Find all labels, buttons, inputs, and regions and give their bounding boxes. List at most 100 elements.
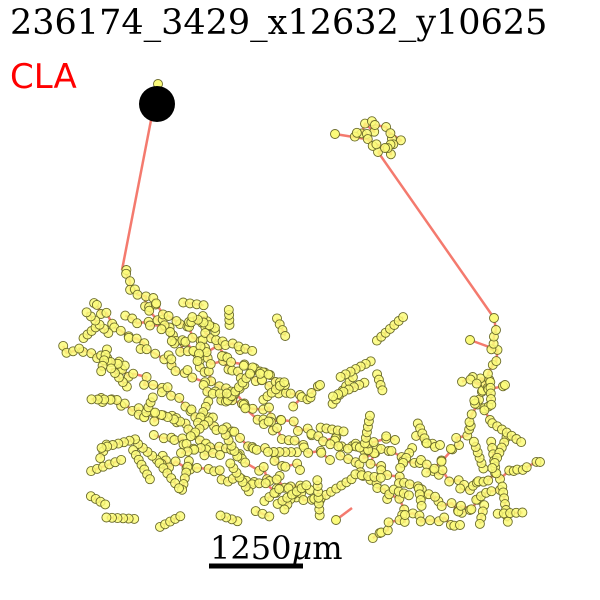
trace-node (86, 394, 97, 405)
trace-node (381, 431, 392, 442)
trace-node (288, 416, 299, 427)
trace-node (166, 390, 177, 401)
trace-node (301, 480, 312, 491)
trace-node (221, 388, 232, 399)
trace-node (502, 516, 513, 527)
trace-node (364, 410, 375, 421)
trace-node (81, 307, 92, 318)
trace-node (455, 500, 466, 511)
trace-node (469, 395, 480, 406)
trace-node (338, 426, 349, 437)
trace-node (303, 447, 314, 458)
trace-node (386, 445, 397, 456)
trace-node (148, 430, 159, 440)
trace-node (335, 371, 346, 382)
trace-node (151, 298, 162, 309)
trace-node (315, 380, 325, 390)
trace-node (429, 463, 440, 474)
trace-node (390, 435, 400, 445)
trace-node (276, 415, 287, 426)
trace-node (295, 465, 305, 475)
trace-node (215, 450, 225, 460)
trace-node (192, 356, 203, 366)
trace-node (435, 440, 445, 450)
trace-node (486, 486, 497, 497)
trace-node (274, 484, 285, 494)
trace-node (229, 426, 240, 437)
trace-node (235, 432, 245, 443)
trace-node (369, 120, 380, 130)
trace-node (148, 379, 159, 390)
trace-node (119, 398, 130, 409)
trace-node (101, 512, 112, 523)
trace-node (131, 333, 142, 344)
trace-node (298, 495, 309, 506)
trace-node (106, 363, 117, 374)
trace-node (451, 432, 462, 443)
trace-node (156, 324, 167, 335)
trace-nodes (58, 79, 545, 544)
trace-node (166, 336, 177, 347)
trace-node (288, 401, 299, 412)
trace-node (351, 127, 362, 138)
trace-node (174, 483, 184, 494)
trace-node (116, 454, 127, 465)
region-label: CLA (10, 57, 77, 97)
trace-node (421, 438, 432, 449)
trace-node (457, 376, 467, 387)
trace-node (132, 318, 143, 329)
trace-node (430, 491, 441, 502)
trace-node (150, 348, 161, 359)
trace-node (223, 304, 234, 315)
trace-node (144, 474, 155, 485)
trace-node (330, 129, 340, 139)
trace-node (280, 331, 291, 341)
trace-node (333, 441, 344, 452)
trace-node (170, 366, 181, 377)
trace-node (271, 474, 282, 485)
trace-node (403, 490, 414, 501)
trace-node (245, 368, 255, 379)
trace-node (489, 313, 499, 323)
trace-node (185, 431, 196, 442)
trace-node (187, 332, 198, 343)
trace-node (466, 409, 477, 420)
trace-node (331, 515, 341, 525)
trace-node (240, 457, 251, 468)
trace-node (215, 510, 226, 521)
trace-node (425, 515, 435, 526)
trace-node (279, 377, 290, 388)
trace-node (444, 476, 455, 487)
trace-node (247, 345, 258, 356)
trace-node (446, 498, 457, 509)
trace-node (436, 501, 447, 512)
trace-node (342, 443, 353, 454)
trace-node (325, 439, 336, 450)
trace-node (264, 402, 274, 413)
trace-node (395, 462, 406, 473)
trace-node (437, 465, 448, 476)
trace-node (192, 462, 202, 473)
trace-node (375, 472, 386, 483)
trace-node (91, 299, 102, 310)
trace-node (139, 379, 150, 390)
trace-node (479, 405, 490, 416)
trace-node (251, 444, 262, 455)
trace-node (285, 388, 296, 399)
trace-node (404, 479, 415, 490)
trace-node (147, 392, 158, 403)
trace-node (225, 458, 236, 469)
trace-node (100, 499, 111, 510)
trace-node (182, 365, 193, 376)
trace-node (516, 437, 527, 448)
trace-node (316, 447, 327, 458)
trace-node (416, 500, 427, 511)
trace-node (306, 388, 317, 398)
neuron-id-title: 236174_3429_x12632_y10625 (10, 3, 548, 43)
trace-node (263, 369, 274, 380)
trace-node (395, 135, 406, 146)
trace-node (149, 416, 160, 427)
trace-node (312, 475, 323, 486)
trace-node (165, 327, 176, 337)
trace-node (95, 453, 106, 464)
